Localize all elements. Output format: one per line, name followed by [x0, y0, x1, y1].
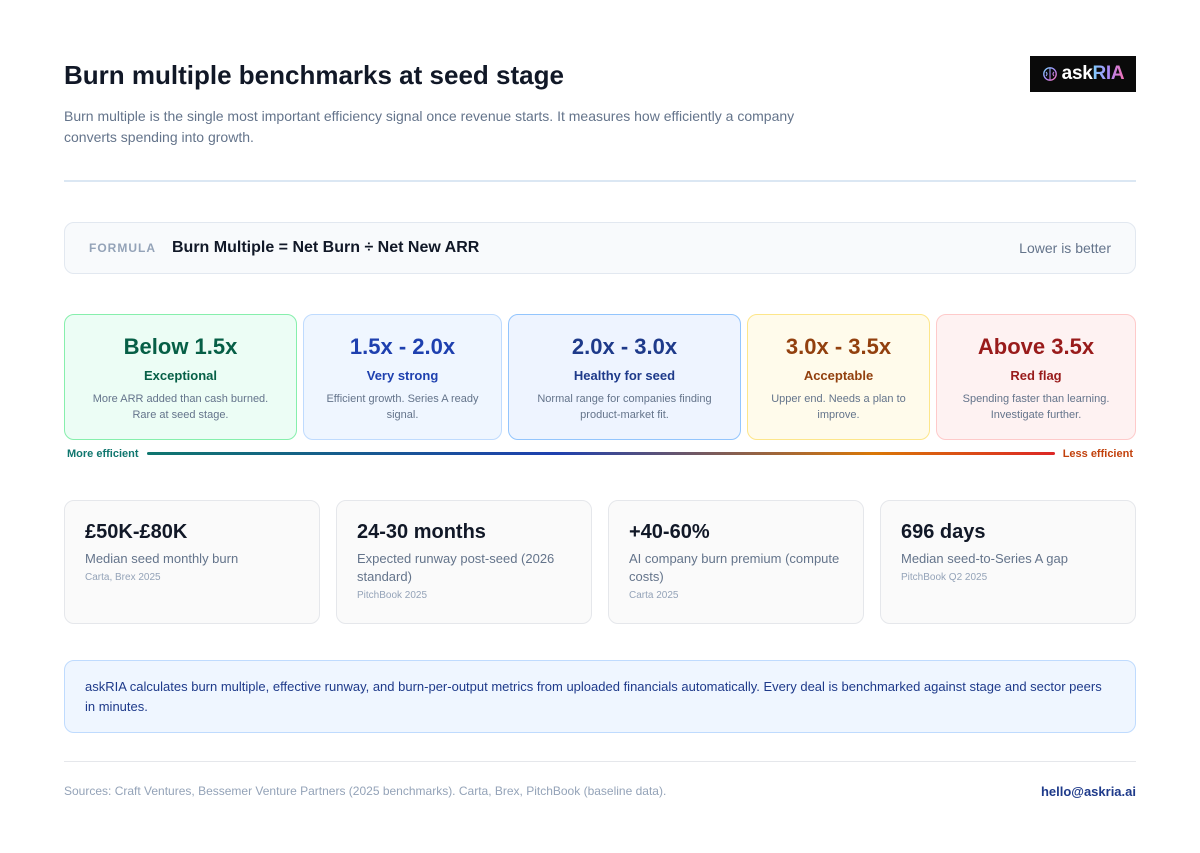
footer-sources: Sources: Craft Ventures, Bessemer Ventur… [64, 784, 667, 798]
tier-name: Healthy for seed [573, 368, 676, 383]
stat-card-monthly-burn: £50K-£80K Median seed monthly burn Carta… [64, 500, 320, 624]
scale-gradient-line [147, 452, 1055, 455]
stat-value: 696 days [901, 521, 986, 543]
brand-logo: askRIA [1030, 56, 1136, 92]
tier-name: Acceptable [803, 368, 874, 383]
tier-description: Spending faster than learning. Investiga… [962, 393, 1110, 421]
tier-card-acceptable: 3.0x - 3.5x Acceptable Upper end. Needs … [747, 314, 930, 440]
logo-ask: ask [1061, 63, 1093, 84]
stat-value: +40-60% [629, 521, 710, 543]
efficiency-scale: More efficient Less efficient [64, 446, 1136, 462]
contact-email-link[interactable]: hello@askria.ai [1040, 784, 1136, 799]
formula-note: Lower is better [1019, 240, 1111, 256]
tier-card-exceptional: Below 1.5x Exceptional More ARR added th… [64, 314, 297, 440]
stat-label: Median seed-to-Series A gap [901, 551, 1068, 566]
tier-name: Red flag [1010, 368, 1062, 383]
callout-box: askRIA calculates burn multiple, effecti… [64, 660, 1136, 733]
tier-range: Below 1.5x [123, 334, 238, 359]
stat-source: Carta, Brex 2025 [85, 572, 161, 583]
stat-label: AI company burn premium (compute costs) [629, 551, 840, 584]
footer-divider [64, 761, 1136, 762]
stat-source: PitchBook Q2 2025 [901, 572, 988, 583]
header-divider [64, 180, 1136, 182]
stat-label: Median seed monthly burn [85, 551, 239, 566]
tier-card-very-strong: 1.5x - 2.0x Very strong Efficient growth… [303, 314, 502, 440]
formula-label: FORMULA [89, 241, 156, 255]
tier-card-red-flag: Above 3.5x Red flag Spending faster than… [936, 314, 1136, 440]
page-title: Burn multiple benchmarks at seed stage [64, 60, 564, 90]
stat-label: Expected runway post-seed (2026 standard… [357, 551, 555, 584]
tier-range: Above 3.5x [977, 334, 1095, 359]
tier-name: Exceptional [144, 368, 217, 383]
tier-range: 2.0x - 3.0x [571, 334, 678, 359]
stat-card-runway: 24-30 months Expected runway post-seed (… [336, 500, 592, 624]
tier-card-healthy: 2.0x - 3.0x Healthy for seed Normal rang… [508, 314, 741, 440]
tier-range: 3.0x - 3.5x [785, 334, 892, 359]
stat-card-ai-premium: +40-60% AI company burn premium (compute… [608, 500, 864, 624]
tier-description: More ARR added than cash burned. Rare at… [92, 393, 269, 421]
page-subtitle: Burn multiple is the single most importa… [64, 108, 795, 145]
stat-card-series-a-gap: 696 days Median seed-to-Series A gap Pit… [880, 500, 1136, 624]
logo-wordmark: askRIA [1062, 63, 1125, 85]
stat-source: PitchBook 2025 [357, 590, 428, 601]
stat-value: £50K-£80K [85, 521, 188, 543]
logo-ria: RIA [1092, 63, 1125, 84]
formula-bar: FORMULA Burn Multiple = Net Burn ÷ Net N… [64, 222, 1136, 274]
tier-description: Upper end. Needs a plan to improve. [771, 393, 906, 421]
stat-source: Carta 2025 [629, 590, 679, 601]
scale-right-label: Less efficient [1062, 448, 1133, 460]
tier-name: Very strong [366, 368, 439, 383]
brain-icon [1042, 67, 1057, 81]
scale-left-label: More efficient [67, 448, 139, 460]
tier-description: Efficient growth. Series A ready signal. [326, 393, 479, 421]
stat-value: 24-30 months [357, 521, 486, 543]
formula-expression: Burn Multiple = Net Burn ÷ Net New ARR [172, 239, 480, 256]
tier-range: 1.5x - 2.0x [349, 334, 456, 359]
tier-description: Normal range for companies finding produ… [537, 393, 712, 421]
